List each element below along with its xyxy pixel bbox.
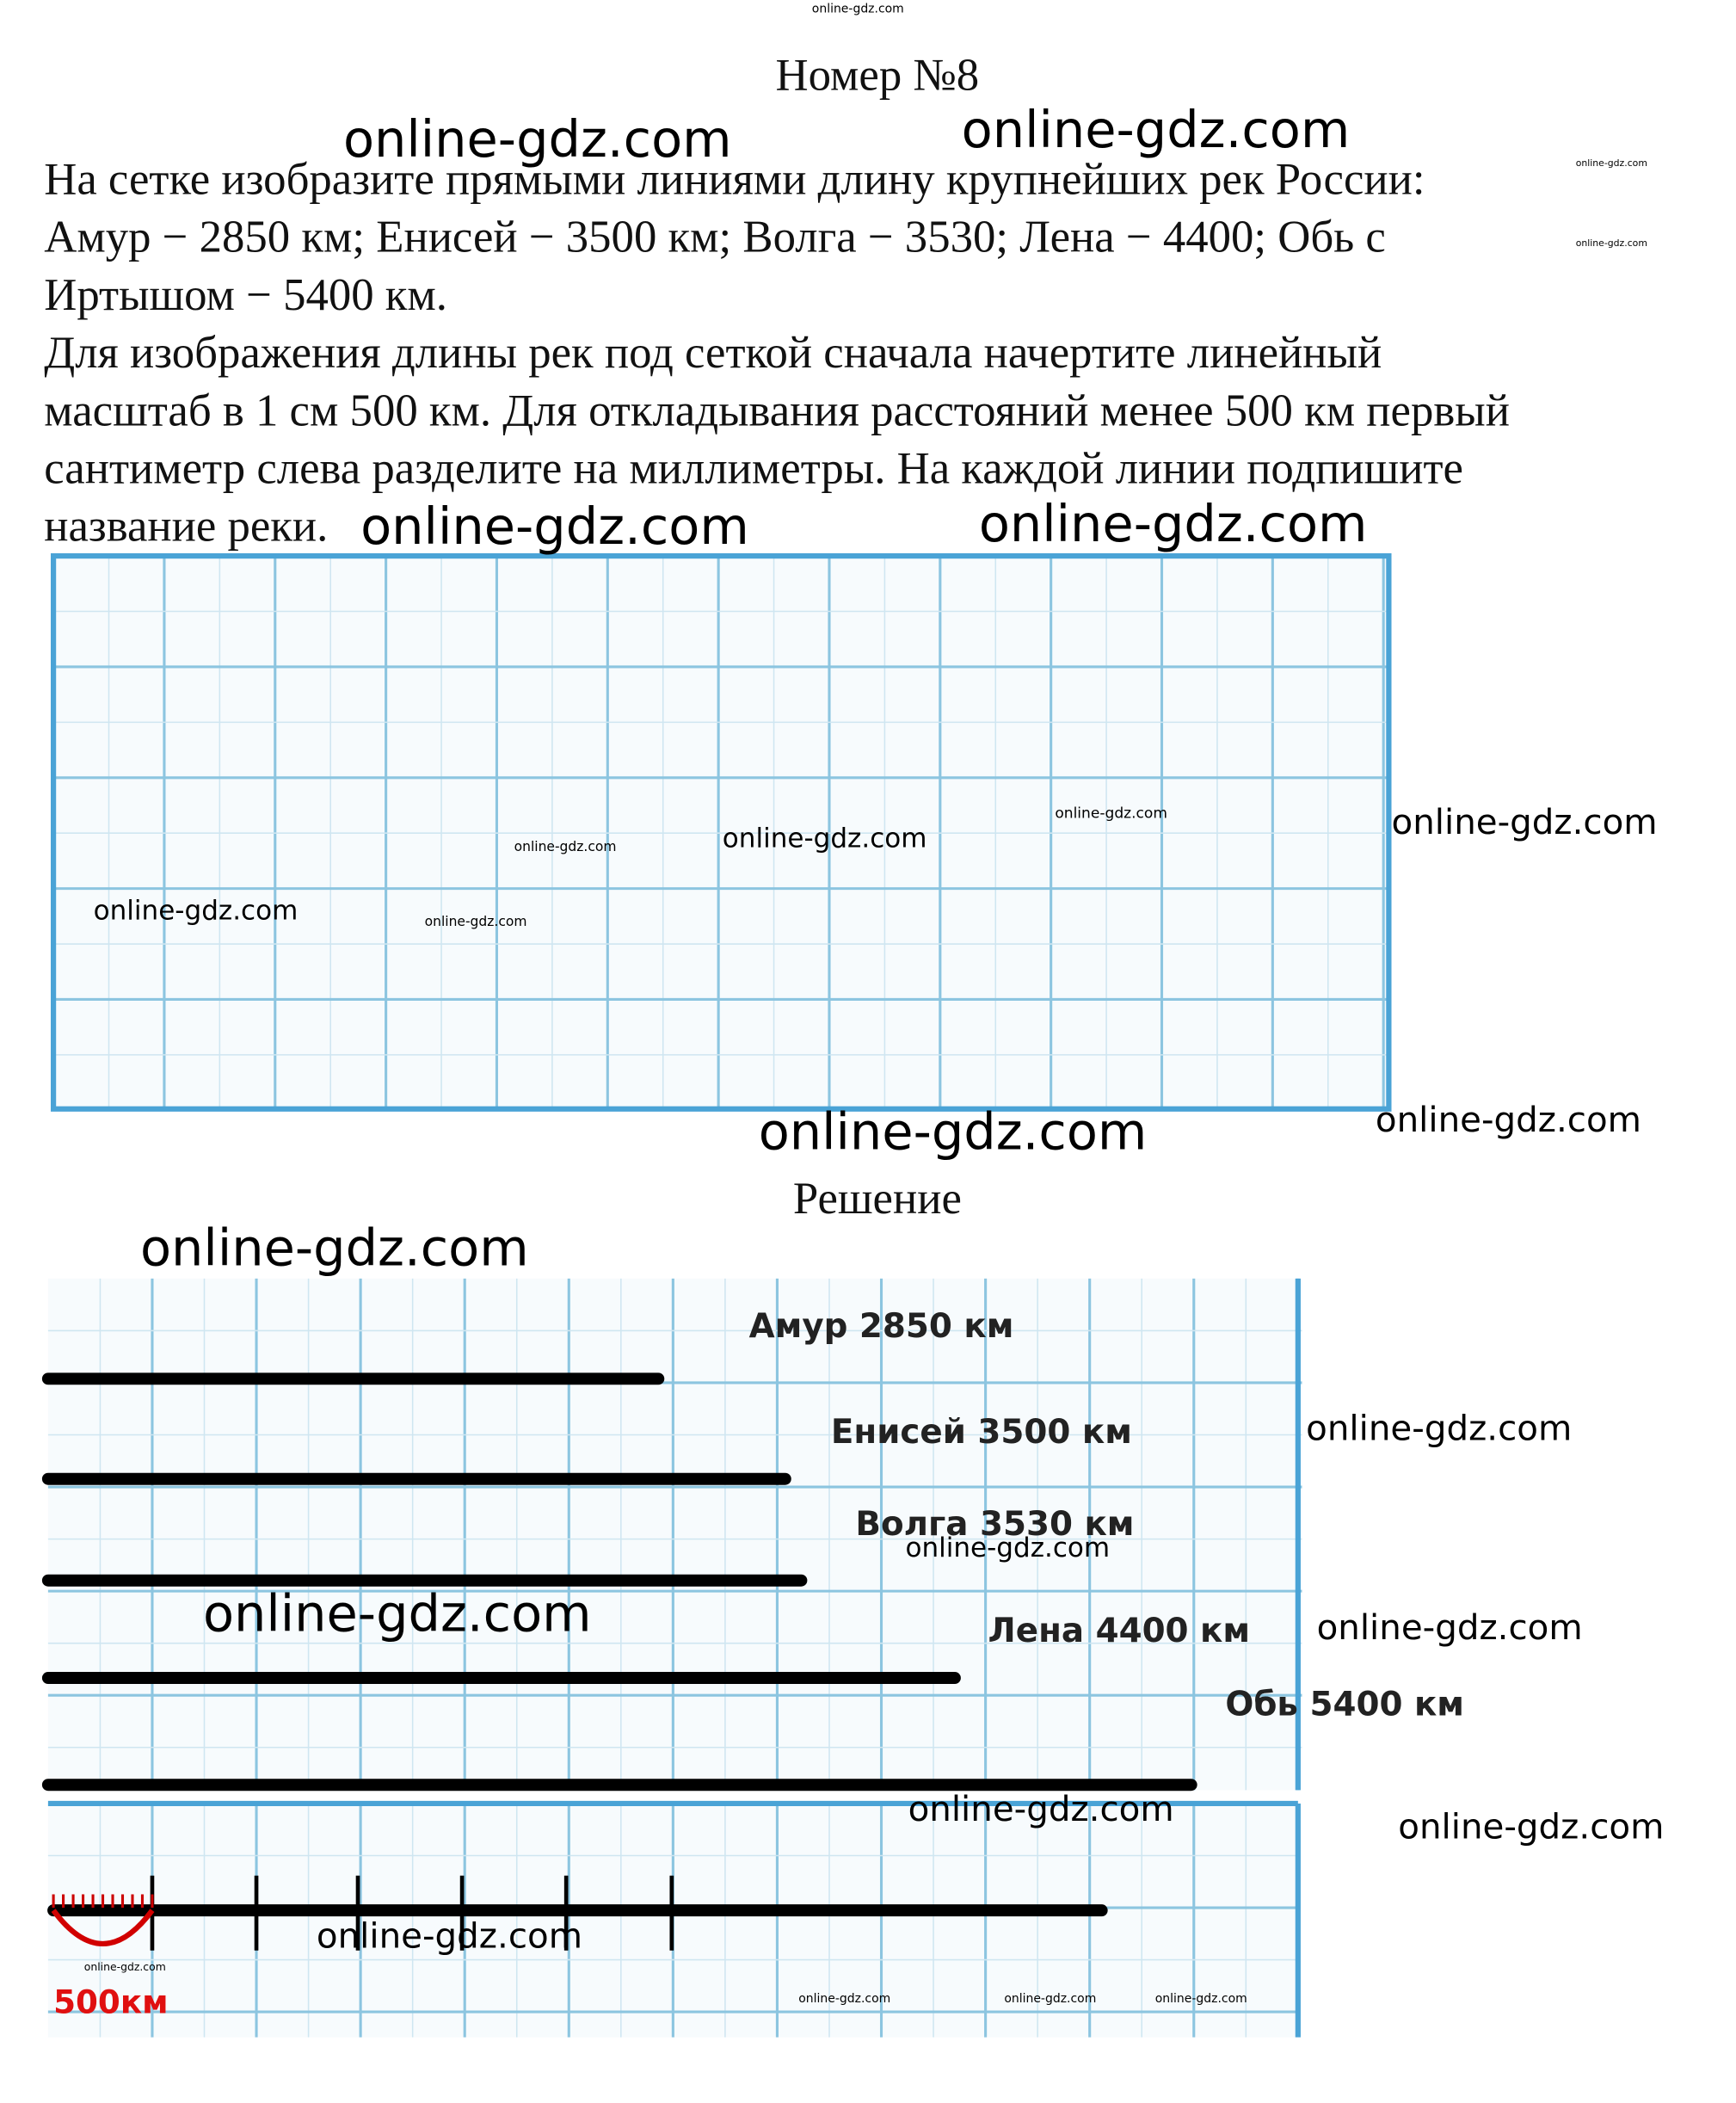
river-label: Лена 4400 км [988,1612,1251,1650]
watermark: online-gdz.com [1004,1992,1096,2006]
watermark: online-gdz.com [1398,1806,1664,1847]
problem-line: масштаб в 1 см 500 км. Для откладывания … [44,385,1510,435]
watermark: online-gdz.com [514,839,617,854]
problem-line: Иртышом − 5400 км. [44,270,447,320]
river-label: Енисей 3500 км [831,1413,1132,1452]
watermark: online-gdz.com [203,1584,592,1644]
watermark: online-gdz.com [905,1533,1110,1563]
watermark: online-gdz.com [723,823,927,854]
problem-line: Для изображения длины рек под сеткой сна… [44,328,1382,378]
problem-line: сантиметр слева разделите на миллиметры.… [44,443,1463,493]
river-label: Обь 5400 км [1225,1685,1464,1724]
watermark: online-gdz.com [140,1218,529,1277]
watermark: online-gdz.com [798,1992,890,2006]
solution-title: Решение [793,1174,962,1224]
watermark: online-gdz.com [1576,237,1647,249]
grid-border [50,552,1392,1112]
problem-line: название реки. [44,502,328,552]
scale-label: 500км [53,1983,169,2021]
watermark: online-gdz.com [979,494,1368,553]
watermark: online-gdz.com [84,1960,166,1973]
watermark: online-gdz.com [425,914,527,929]
watermark: online-gdz.com [759,1101,1148,1161]
watermark: online-gdz.com [317,1916,582,1957]
watermark: online-gdz.com [1306,1409,1572,1449]
scale-brace [51,1909,155,1946]
watermark: online-gdz.com [1376,1100,1641,1140]
watermark: online-gdz.com [343,109,732,169]
watermark: online-gdz.com [94,895,299,926]
watermark: online-gdz.com [360,496,749,556]
watermark: online-gdz.com [1576,157,1647,169]
watermark: online-gdz.com [1055,805,1167,822]
task-title: Номер №8 [776,50,980,100]
river-label: Амур 2850 км [749,1307,1014,1346]
watermark: online-gdz.com [812,2,904,15]
river-label: Волга 3530 км [855,1505,1134,1544]
watermark: online-gdz.com [1392,802,1658,842]
watermark: online-gdz.com [1155,1992,1247,2006]
watermark: online-gdz.com [908,1789,1174,1829]
problem-line: Амур − 2850 км; Енисей − 3500 км; Волга … [44,213,1386,262]
watermark: online-gdz.com [962,100,1351,159]
problem-line: На сетке изобразите прямыми линиями длин… [44,154,1425,204]
watermark: online-gdz.com [1317,1607,1583,1648]
